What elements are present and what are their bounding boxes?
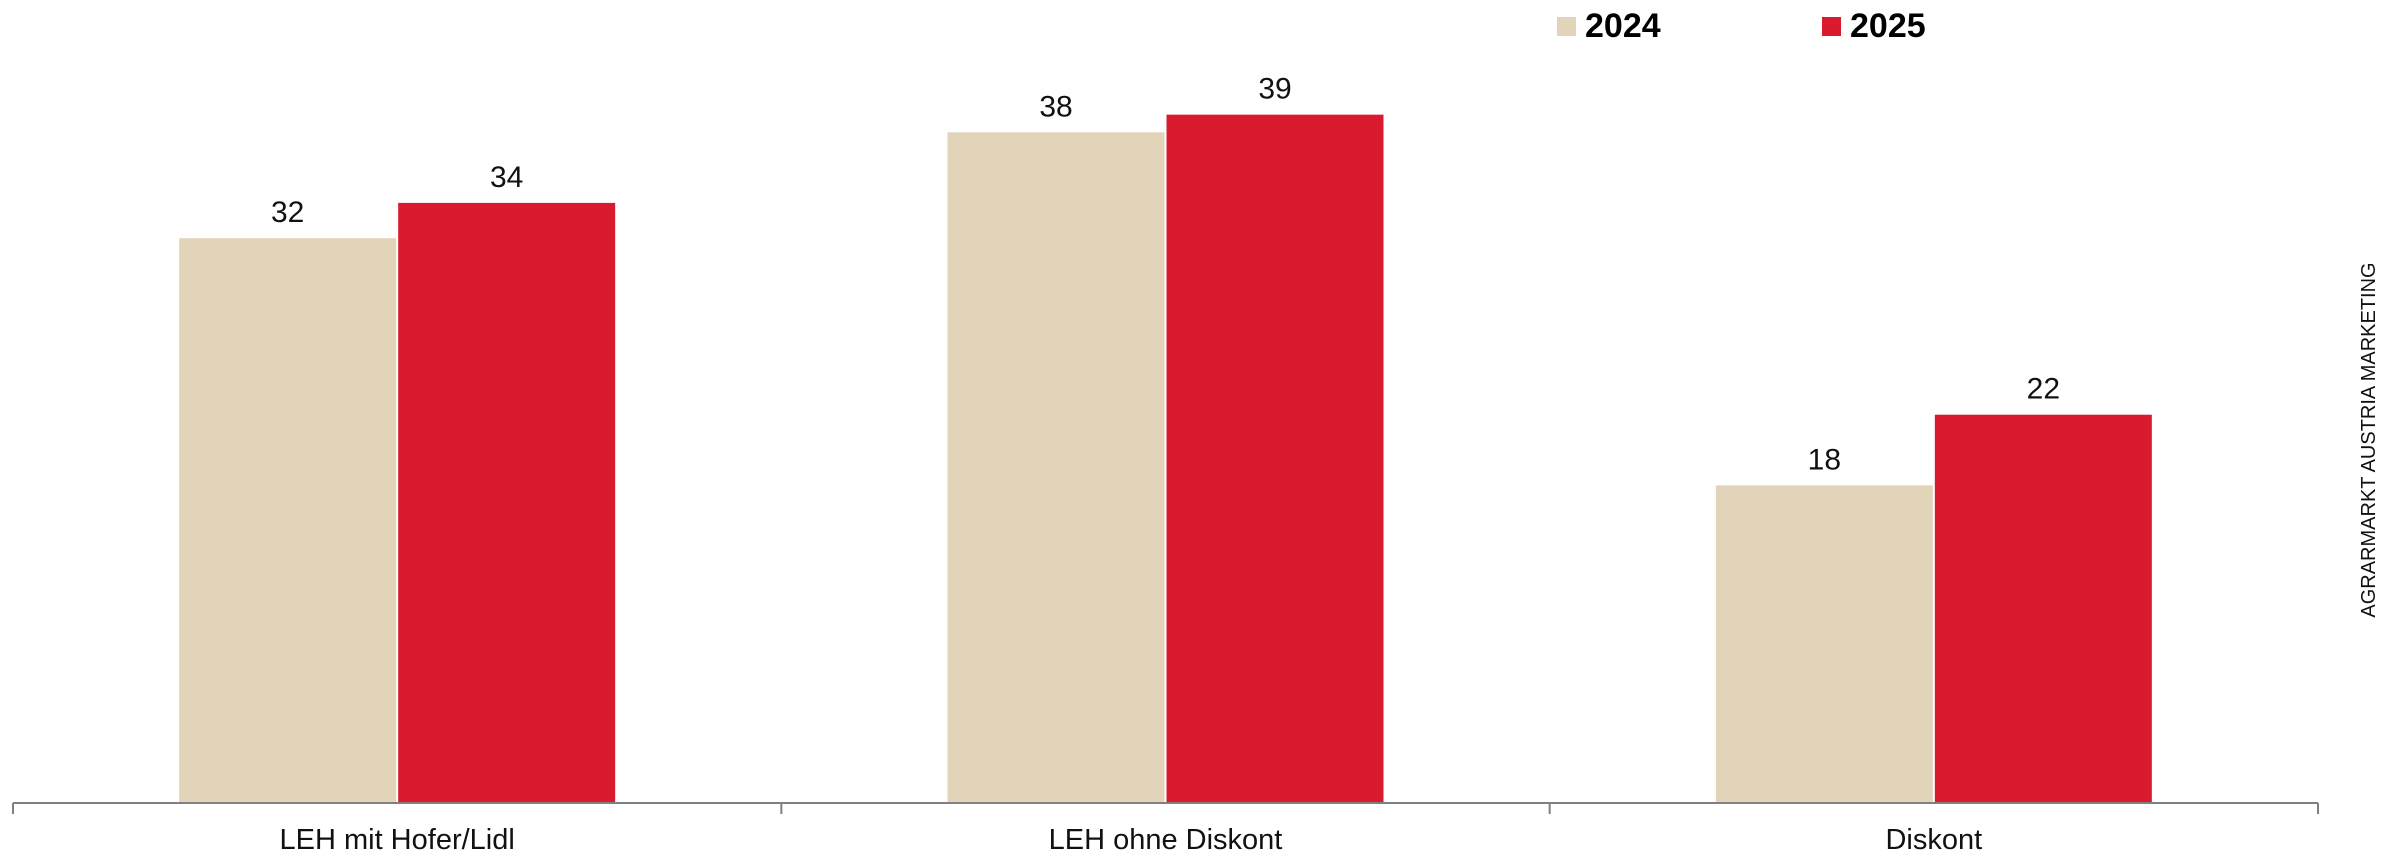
category-label-diskont: Diskont <box>1885 824 1982 852</box>
data-label-leh-mit-hofer-lidl-2024: 32 <box>271 196 304 229</box>
legend-label-2025: 2025 <box>1850 7 1926 45</box>
data-label-leh-ohne-diskont-2025: 39 <box>1258 73 1291 106</box>
legend-swatch-2024 <box>1557 17 1576 36</box>
category-label-leh-mit-hofer-lidl: LEH mit Hofer/Lidl <box>280 824 515 852</box>
bar-leh-ohne-diskont-2024 <box>947 132 1165 804</box>
bar-leh-mit-hofer-lidl-2024 <box>179 238 397 803</box>
data-label-leh-mit-hofer-lidl-2025: 34 <box>490 161 523 194</box>
bar-leh-mit-hofer-lidl-2025 <box>398 202 616 803</box>
legend: 2024 2025 <box>1557 7 1926 45</box>
data-label-diskont-2024: 18 <box>1808 443 1841 476</box>
legend-swatch-2025 <box>1822 17 1841 36</box>
data-label-diskont-2025: 22 <box>2027 373 2060 406</box>
bar-diskont-2025 <box>1934 414 2152 803</box>
data-label-leh-ohne-diskont-2024: 38 <box>1039 90 1072 123</box>
bar-diskont-2024 <box>1715 485 1933 803</box>
category-label-leh-ohne-diskont: LEH ohne Diskont <box>1049 824 1283 852</box>
bars-group <box>179 114 2152 804</box>
bar-leh-ohne-diskont-2025 <box>1166 114 1384 803</box>
credit-text: AGRARMARKT AUSTRIA MARKETING <box>2358 262 2380 617</box>
data-labels-group: 32 34 38 39 18 22 <box>271 73 2060 477</box>
legend-label-2024: 2024 <box>1585 7 1661 45</box>
x-axis: LEH mit Hofer/Lidl LEH ohne Diskont Diskon… <box>12 802 2319 852</box>
